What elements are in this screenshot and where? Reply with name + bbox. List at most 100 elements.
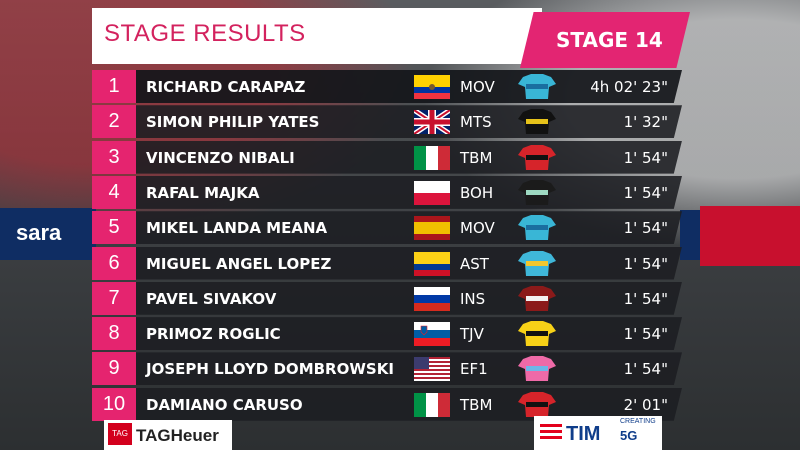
rider-row-bar	[136, 175, 682, 209]
rider-name: RAFAL MAJKA	[146, 183, 260, 202]
position-badge	[92, 140, 136, 174]
finish-time: 1' 54"	[623, 360, 668, 379]
result-row: 9 JOSEPH LLOYD DOMBROWSKI EF1 1' 54"	[92, 352, 682, 386]
background-board-red	[700, 206, 800, 266]
team-code: INS	[460, 289, 486, 308]
italy-flag-icon	[414, 392, 450, 417]
italy-flag-icon	[414, 145, 450, 170]
result-row: 4 RAFAL MAJKA BOH 1' 54"	[92, 175, 682, 209]
result-row: 6 MIGUEL ANGEL LOPEZ AST 1' 54"	[92, 246, 682, 280]
position-number: 2	[108, 110, 120, 133]
rider-row-bar	[136, 105, 682, 139]
sponsor-right-sub: CREATING	[620, 418, 656, 425]
tim-logo-icon	[540, 424, 562, 442]
bahrain-jersey-icon	[517, 391, 557, 418]
astana-jersey-icon	[517, 250, 557, 277]
result-row: 7 PAVEL SIVAKOV INS 1' 54"	[92, 281, 682, 315]
position-number: 6	[108, 251, 120, 274]
slovenia-flag-icon	[414, 322, 450, 347]
team-code: AST	[460, 254, 489, 273]
bora-jersey-icon	[517, 179, 557, 206]
result-row: 1 RICHARD CARAPAZ MOV 4h 02' 23"	[92, 70, 682, 103]
poland-flag-icon	[414, 180, 450, 205]
result-row: 5 MIKEL LANDA MEANA MOV 1' 54"	[92, 211, 682, 245]
position-number: 10	[102, 392, 126, 415]
results-title: STAGE RESULTS	[104, 20, 306, 47]
finish-time: 1' 54"	[623, 325, 668, 344]
sponsor-left-text: TAGHeuer	[136, 426, 219, 445]
position-badge	[92, 317, 136, 351]
ef-jersey-icon	[517, 355, 557, 382]
rider-row-bar	[136, 211, 682, 245]
sponsor-right-5g: 5G	[620, 428, 638, 443]
finish-time: 2' 01"	[623, 395, 668, 414]
movistar-jersey-icon	[517, 73, 557, 100]
team-code: TBM	[460, 395, 493, 414]
position-number: 3	[108, 145, 120, 168]
rider-name: MIKEL LANDA MEANA	[146, 219, 328, 238]
rider-name: RICHARD CARAPAZ	[146, 78, 306, 96]
russia-flag-icon	[414, 286, 450, 311]
results-header-bar	[92, 8, 542, 64]
position-number: 8	[108, 322, 120, 345]
finish-time: 1' 54"	[623, 254, 668, 273]
position-badge	[92, 105, 136, 139]
spain-flag-icon	[414, 216, 450, 241]
background-sponsor-board: sara	[0, 208, 96, 260]
team-code: EF1	[460, 360, 488, 379]
bahrain-jersey-icon	[517, 144, 557, 171]
usa-flag-icon	[414, 357, 450, 382]
finish-time: 1' 54"	[623, 289, 668, 308]
jumbo-jersey-icon	[517, 320, 557, 347]
result-row: 10 DAMIANO CARUSO TBM 2' 01"	[92, 387, 682, 421]
movistar-jersey-icon	[517, 214, 557, 241]
position-badge	[92, 281, 136, 315]
tagheuer-logo-icon: TAG	[108, 423, 132, 445]
result-row: 8 PRIMOZ ROGLIC TJV 1' 54"	[92, 317, 682, 351]
team-code: TJV	[460, 325, 484, 344]
team-code: MOV	[460, 219, 495, 238]
rider-row-bar	[136, 281, 682, 315]
rider-row-bar	[136, 387, 682, 421]
position-badge	[92, 70, 136, 103]
finish-time: 4h 02' 23"	[590, 78, 668, 96]
position-badge	[92, 352, 136, 386]
stage-label: STAGE 14	[556, 28, 663, 52]
position-number: 5	[108, 216, 120, 239]
stage-badge	[520, 12, 690, 68]
position-badge	[92, 246, 136, 280]
result-row: 3 VINCENZO NIBALI TBM 1' 54"	[92, 140, 682, 174]
position-badge	[92, 175, 136, 209]
rider-name: JOSEPH LLOYD DOMBROWSKI	[146, 360, 394, 379]
ecuador-flag-icon	[414, 75, 450, 99]
rider-row-bar	[136, 246, 682, 280]
position-badge	[92, 211, 136, 245]
rider-row-bar	[136, 140, 682, 174]
mitchelton-jersey-icon	[517, 108, 557, 135]
finish-time: 1' 54"	[623, 183, 668, 202]
rider-row-bar	[136, 352, 682, 386]
rider-name: MIGUEL ANGEL LOPEZ	[146, 254, 332, 273]
team-code: BOH	[460, 183, 494, 202]
position-number: 4	[108, 180, 120, 203]
rider-row-bar	[136, 70, 682, 103]
rider-name: PAVEL SIVAKOV	[146, 289, 277, 308]
result-row: 2 SIMON PHILIP YATES MTS 1' 32"	[92, 105, 682, 139]
finish-time: 1' 54"	[623, 148, 668, 167]
rider-name: SIMON PHILIP YATES	[146, 113, 320, 132]
position-badge	[92, 387, 136, 421]
colombia-flag-icon	[414, 251, 450, 276]
ineos-jersey-icon	[517, 285, 557, 312]
position-number: 1	[108, 75, 120, 97]
rider-name: PRIMOZ ROGLIC	[146, 325, 281, 344]
rider-name: VINCENZO NIBALI	[146, 148, 295, 167]
finish-time: 1' 54"	[623, 219, 668, 238]
position-number: 7	[108, 286, 120, 309]
rider-name: DAMIANO CARUSO	[146, 395, 303, 414]
team-code: TBM	[460, 148, 493, 167]
uk-flag-icon	[412, 108, 452, 137]
finish-time: 1' 32"	[623, 113, 668, 132]
position-number: 9	[108, 357, 120, 380]
team-code: MOV	[460, 78, 495, 96]
sponsor-right-text: TIM	[566, 423, 601, 445]
